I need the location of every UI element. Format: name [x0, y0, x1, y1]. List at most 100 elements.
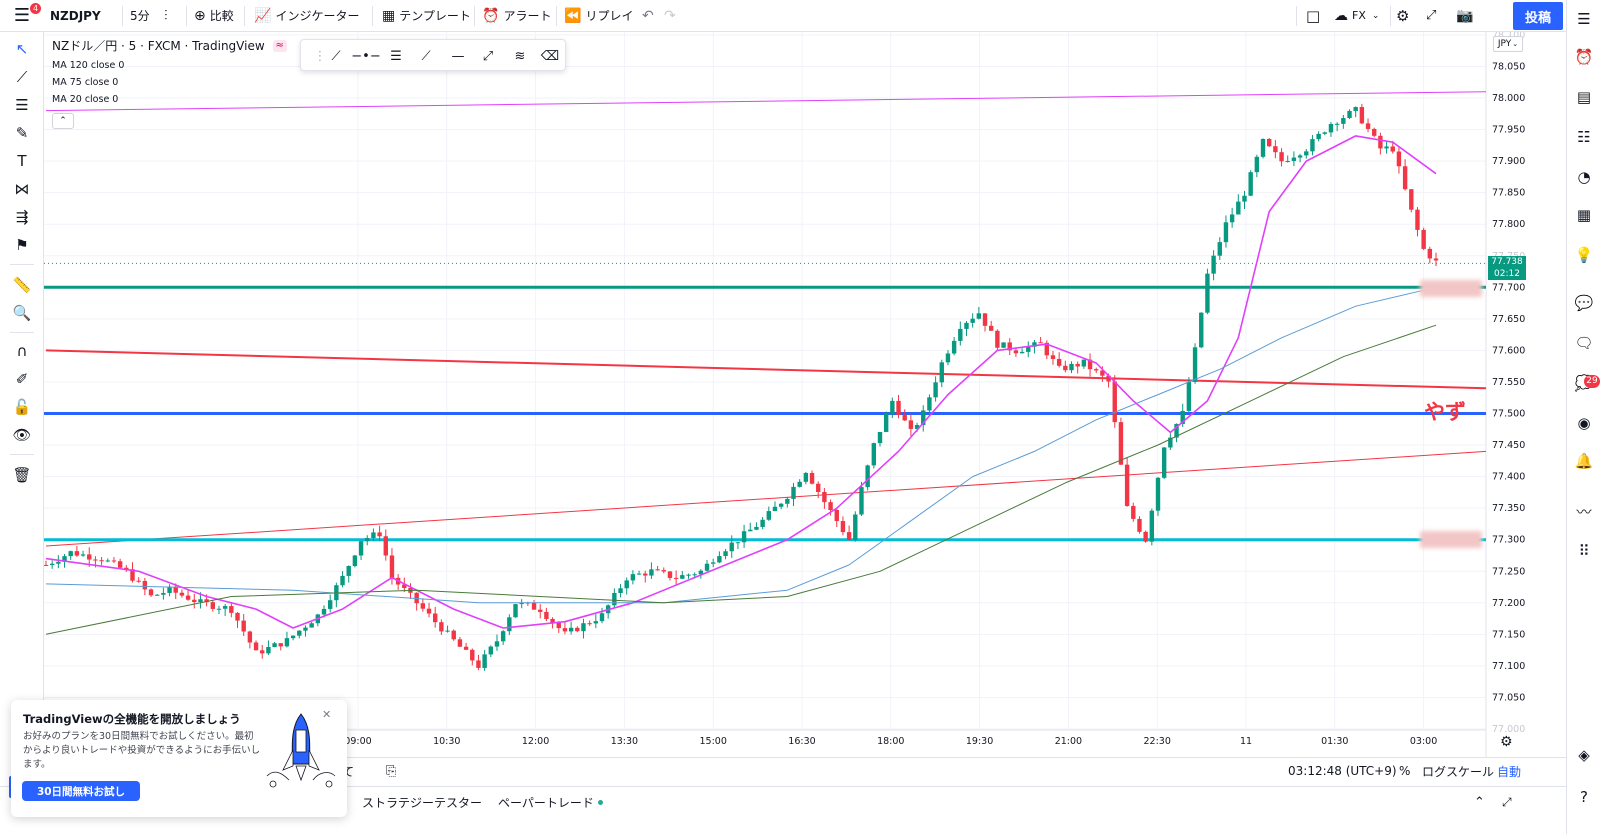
interval-button[interactable]: 5分	[130, 9, 150, 23]
clock-readout[interactable]: 03:12:48 (UTC+9)	[1288, 764, 1397, 778]
price-axis[interactable]	[1486, 32, 1566, 760]
maximize-panel-icon[interactable]: ⤢	[1502, 795, 1512, 809]
candle-body	[457, 639, 463, 647]
ma-line-75[interactable]	[45, 286, 1437, 604]
candle-body	[247, 631, 253, 643]
history-icon[interactable]: ◔	[1577, 168, 1591, 186]
trend-line[interactable]	[45, 349, 1487, 390]
text-icon[interactable]: T	[17, 152, 27, 170]
trendline-tool-icon[interactable]: ⟋	[331, 48, 341, 64]
ma20-legend[interactable]: MA 20 close 0	[52, 94, 119, 105]
camera-icon[interactable]: 📷	[1456, 7, 1474, 24]
x-tick-label: 16:30	[788, 736, 815, 747]
candle-body	[1433, 258, 1439, 261]
candle-body	[1044, 342, 1049, 356]
trend-line[interactable]	[45, 91, 1487, 112]
auto-scale-toggle[interactable]: 自動	[1497, 764, 1522, 779]
market-status-icon[interactable]: ≈	[272, 39, 287, 52]
eye-icon[interactable]: 👁	[12, 426, 32, 444]
currency-button[interactable]: JPY ⌄	[1493, 36, 1523, 52]
candle-body	[1229, 214, 1235, 223]
prediction-icon[interactable]: ⇶	[15, 208, 29, 226]
candles[interactable]	[44, 103, 1439, 671]
close-icon[interactable]: ✕	[322, 708, 332, 721]
symbol-legend[interactable]: NZドル／円 · 5 · FXCM · TradingView ≈	[52, 37, 287, 54]
redo-icon[interactable]: ↷	[664, 7, 676, 24]
chart-pane[interactable]: 78.050 78.000 77.950 77.900 77.850 77.800 77.7…	[44, 32, 1566, 788]
alarm-clock-icon[interactable]: ⏰	[1574, 48, 1594, 66]
watchlist-icon[interactable]: ☰	[1577, 10, 1591, 28]
fib-retracement-icon[interactable]: ☰	[15, 96, 29, 114]
bell-icon[interactable]: 🔔	[1574, 452, 1594, 470]
pine-icon[interactable]: 〰	[1576, 502, 1592, 521]
post-button[interactable]: 投稿	[1513, 2, 1563, 30]
horizontal-line-icon[interactable]: —	[451, 48, 465, 64]
alert-button[interactable]: ⏰ アラート	[482, 7, 552, 24]
parallel-channel-icon[interactable]: ☰	[390, 48, 402, 64]
dots-grid-icon[interactable]: ⠿	[1578, 542, 1590, 560]
brush-icon[interactable]: ✎	[15, 124, 29, 142]
cloud-layout-button[interactable]: ☁ FX ⌄	[1334, 7, 1380, 24]
candle-body	[958, 328, 963, 341]
messages-icon[interactable]: 🗨	[1574, 334, 1594, 352]
streams-icon[interactable]: ◉	[1577, 414, 1591, 432]
ma75-legend[interactable]: MA 75 close 0	[52, 77, 119, 88]
undo-icon[interactable]: ↶	[642, 7, 654, 24]
trendline-icon[interactable]: ⟋	[16, 68, 28, 86]
ray-icon[interactable]: ⟋	[421, 48, 431, 64]
regression-icon[interactable]: ≋	[514, 48, 526, 64]
axis-settings-gear-icon[interactable]: ⚙	[1500, 734, 1513, 750]
ma-line-120[interactable]	[45, 324, 1437, 635]
candle-body	[723, 551, 728, 557]
fullscreen-icon[interactable]: ⤢	[1426, 8, 1437, 23]
ruler-icon[interactable]: 📏	[12, 276, 32, 294]
icons-tool-icon[interactable]: ⚑	[15, 236, 29, 254]
zoom-in-icon[interactable]: 🔍	[12, 304, 32, 322]
tab-strategy-tester[interactable]: ストラテジーテスター	[362, 796, 483, 810]
percent-toggle[interactable]: %	[1399, 764, 1411, 778]
ma-line-20[interactable]	[45, 135, 1437, 629]
replay-button[interactable]: ⏪ リプレイ	[564, 7, 634, 24]
candle-body	[797, 481, 802, 487]
layers-icon[interactable]: ◈	[1578, 746, 1590, 764]
cursor-icon[interactable]: ↖	[15, 40, 29, 58]
templates-button[interactable]: ▦ テンプレート	[382, 7, 471, 24]
layout-icon[interactable]: □	[1306, 6, 1321, 25]
candle-body	[840, 521, 846, 533]
hotlist-icon[interactable]: ☷	[1577, 128, 1591, 146]
extended-line-icon[interactable]: ⤢	[482, 48, 494, 64]
trash-icon[interactable]: 🗑	[12, 466, 32, 484]
stay-drawing-icon[interactable]: ✐	[15, 370, 29, 388]
price-chart[interactable]: 78.050 78.000 77.950 77.900 77.850 77.800 77.7…	[44, 32, 1566, 788]
x-tick-label: 22:30	[1144, 736, 1171, 747]
collapse-legend-icon[interactable]: ⌃	[52, 113, 74, 129]
indicators-button[interactable]: 📈 インジケーター	[254, 7, 360, 24]
log-scale-toggle[interactable]: ログスケール	[1422, 764, 1495, 779]
tab-paper-trading[interactable]: ペーパートレード	[498, 787, 603, 818]
horizontal-ray-icon[interactable]: −•−	[351, 48, 381, 64]
eraser-icon[interactable]: ⌫	[540, 48, 560, 64]
chat-icon[interactable]: 💬	[1574, 294, 1594, 312]
magnet-icon[interactable]: ∩	[16, 342, 28, 360]
settings-gear-icon[interactable]: ⚙	[1396, 6, 1410, 25]
compare-button[interactable]: ⊕ 比較	[194, 7, 234, 24]
ideas-bulb-icon[interactable]: 💡	[1574, 246, 1594, 264]
drag-handle-icon[interactable]: ⋮	[313, 48, 327, 64]
trend-line[interactable]	[45, 450, 1487, 547]
y-tick-label: 78.000	[1492, 93, 1525, 104]
data-window-icon[interactable]: ▤	[1576, 88, 1592, 106]
calendar-icon[interactable]: ▦	[1576, 206, 1592, 224]
pattern-icon[interactable]: ⋈	[14, 180, 30, 198]
ma120-legend[interactable]: MA 120 close 0	[52, 60, 125, 71]
date-range-icon[interactable]: ⎘	[386, 763, 397, 779]
candle-body	[1328, 124, 1334, 133]
lock-icon[interactable]: 🔓	[12, 398, 32, 416]
trial-button[interactable]: 30日間無料お試し	[22, 781, 140, 801]
chart-type-icon[interactable]: ⫶	[164, 7, 168, 24]
menu-icon[interactable]: ☰	[13, 5, 31, 26]
chevron-up-icon[interactable]: ⌃	[1474, 795, 1485, 810]
candle-body	[1384, 146, 1389, 149]
help-icon[interactable]: ?	[1580, 788, 1588, 806]
text-annotation[interactable]: やず	[1424, 400, 1466, 424]
symbol-search-button[interactable]: NZDJPY	[50, 8, 101, 23]
